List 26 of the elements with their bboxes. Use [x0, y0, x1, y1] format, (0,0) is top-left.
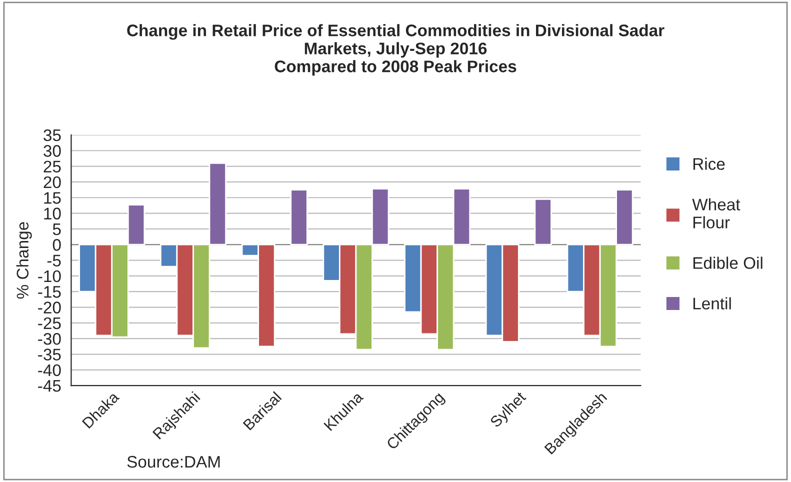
y-tick-label: -10 [38, 270, 61, 282]
bar [290, 189, 308, 246]
y-tick-label: 30 [44, 145, 61, 157]
y-tick-label: 0 [52, 239, 61, 251]
y-tick-label: 5 [52, 224, 61, 236]
y-tick-label: -30 [38, 333, 61, 345]
y-tick-label: -5 [47, 254, 61, 266]
legend-label: Lentil [693, 297, 731, 310]
legend-label: Edible Oil [693, 256, 762, 269]
bar [534, 198, 552, 246]
legend-label: Rice [693, 158, 725, 170]
y-tick-label: 10 [44, 208, 61, 220]
y-tick-label: 25 [44, 160, 61, 172]
chart-title: Change in Retail Price of Essential Commodities in Divisional Sadar Markets, July-Sep 2016 Compared to 2008 Peak Prices [127, 24, 664, 76]
source-note: Source:DAM [127, 456, 220, 468]
y-axis-title: % Change [16, 222, 32, 299]
y-tick-label: 20 [44, 176, 61, 188]
y-tick-label: 35 [44, 129, 61, 142]
y-tick-label: -20 [38, 302, 61, 314]
y-tick-label: -40 [38, 364, 61, 376]
y-tick-label: -15 [38, 286, 61, 298]
y-tick-label: 15 [44, 192, 61, 204]
y-tick-label: -45 [38, 380, 61, 392]
y-tick-label: -35 [38, 348, 61, 360]
y-tick-label: -25 [38, 317, 61, 330]
legend-label: Wheat Flour [692, 198, 740, 228]
